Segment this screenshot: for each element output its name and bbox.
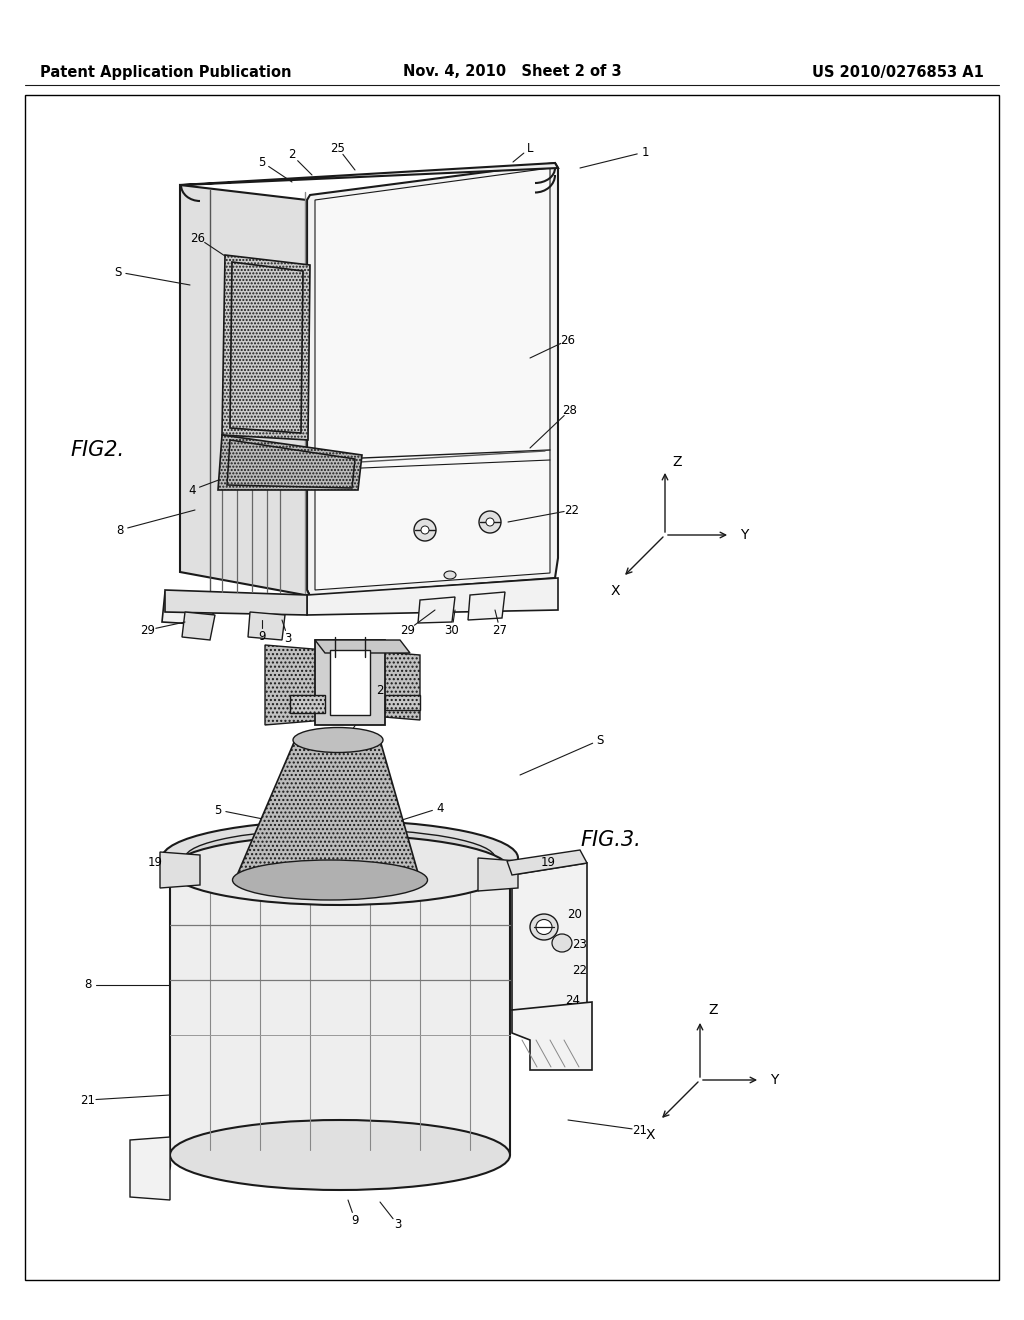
Text: 9: 9: [351, 1213, 358, 1226]
Text: S: S: [115, 265, 122, 279]
Text: 19: 19: [541, 855, 555, 869]
Polygon shape: [385, 696, 420, 710]
Polygon shape: [418, 597, 455, 623]
Text: 29: 29: [400, 623, 416, 636]
Text: 19: 19: [147, 855, 163, 869]
Text: 29: 29: [140, 623, 156, 636]
Text: Z: Z: [709, 1003, 718, 1016]
Polygon shape: [468, 591, 505, 620]
Text: 21: 21: [633, 1123, 647, 1137]
Text: 2: 2: [288, 149, 296, 161]
Ellipse shape: [135, 1150, 171, 1180]
Text: 4: 4: [188, 483, 196, 496]
Ellipse shape: [414, 519, 436, 541]
Polygon shape: [315, 168, 550, 590]
Bar: [25, 95, 999, 1280]
Text: 20: 20: [567, 908, 583, 921]
Text: X: X: [645, 1129, 654, 1142]
Text: 28: 28: [562, 404, 578, 417]
Text: 9: 9: [258, 630, 266, 643]
Ellipse shape: [232, 861, 427, 900]
Ellipse shape: [170, 836, 510, 906]
Ellipse shape: [486, 517, 494, 525]
Ellipse shape: [552, 935, 572, 952]
Polygon shape: [307, 578, 558, 615]
Text: 5: 5: [258, 156, 265, 169]
Polygon shape: [315, 640, 385, 725]
Text: 8: 8: [84, 978, 92, 991]
Polygon shape: [170, 870, 510, 1155]
Text: L: L: [526, 141, 534, 154]
Polygon shape: [180, 162, 558, 185]
Text: US 2010/0276853 A1: US 2010/0276853 A1: [812, 65, 984, 79]
Polygon shape: [507, 850, 587, 875]
Text: S: S: [596, 734, 604, 747]
Polygon shape: [315, 640, 410, 653]
Polygon shape: [360, 649, 420, 719]
Ellipse shape: [170, 1119, 510, 1191]
Ellipse shape: [293, 727, 383, 752]
Ellipse shape: [444, 572, 456, 579]
Polygon shape: [130, 1137, 170, 1200]
Text: 3: 3: [394, 1218, 401, 1232]
Polygon shape: [165, 590, 307, 615]
Polygon shape: [512, 1002, 592, 1071]
Text: Z: Z: [672, 455, 682, 469]
Text: 22: 22: [572, 964, 588, 977]
Ellipse shape: [479, 511, 501, 533]
Text: 22: 22: [564, 503, 580, 516]
Text: 25: 25: [331, 141, 345, 154]
Polygon shape: [265, 645, 325, 725]
Text: X: X: [610, 583, 620, 598]
Text: 8: 8: [117, 524, 124, 536]
Text: Y: Y: [770, 1073, 778, 1086]
Text: 3: 3: [285, 631, 292, 644]
Text: 4: 4: [436, 801, 443, 814]
Polygon shape: [248, 612, 285, 640]
Ellipse shape: [162, 821, 518, 895]
Text: 5: 5: [214, 804, 221, 817]
Polygon shape: [512, 863, 587, 1010]
Text: 21: 21: [81, 1093, 95, 1106]
Polygon shape: [478, 858, 518, 891]
Polygon shape: [307, 162, 558, 597]
Ellipse shape: [536, 920, 552, 935]
Text: FIG2.: FIG2.: [70, 440, 124, 459]
Polygon shape: [162, 591, 215, 624]
Text: Nov. 4, 2010   Sheet 2 of 3: Nov. 4, 2010 Sheet 2 of 3: [402, 65, 622, 79]
Polygon shape: [180, 185, 310, 597]
Ellipse shape: [185, 829, 495, 887]
Text: Patent Application Publication: Patent Application Publication: [40, 65, 292, 79]
Text: 23: 23: [572, 939, 588, 952]
Polygon shape: [222, 255, 310, 440]
Text: 27: 27: [493, 623, 508, 636]
Text: 26: 26: [190, 231, 206, 244]
Polygon shape: [234, 741, 420, 880]
Text: 26: 26: [560, 334, 575, 346]
Text: 1: 1: [641, 145, 649, 158]
Text: 2: 2: [376, 684, 384, 697]
Text: 30: 30: [444, 623, 460, 636]
Ellipse shape: [530, 913, 558, 940]
Text: 24: 24: [565, 994, 581, 1006]
Text: FIG.3.: FIG.3.: [580, 830, 641, 850]
Text: Y: Y: [739, 528, 749, 543]
Ellipse shape: [421, 525, 429, 535]
Polygon shape: [330, 649, 370, 715]
Polygon shape: [160, 851, 200, 888]
Polygon shape: [218, 436, 362, 490]
Polygon shape: [290, 696, 325, 713]
Polygon shape: [182, 612, 215, 640]
